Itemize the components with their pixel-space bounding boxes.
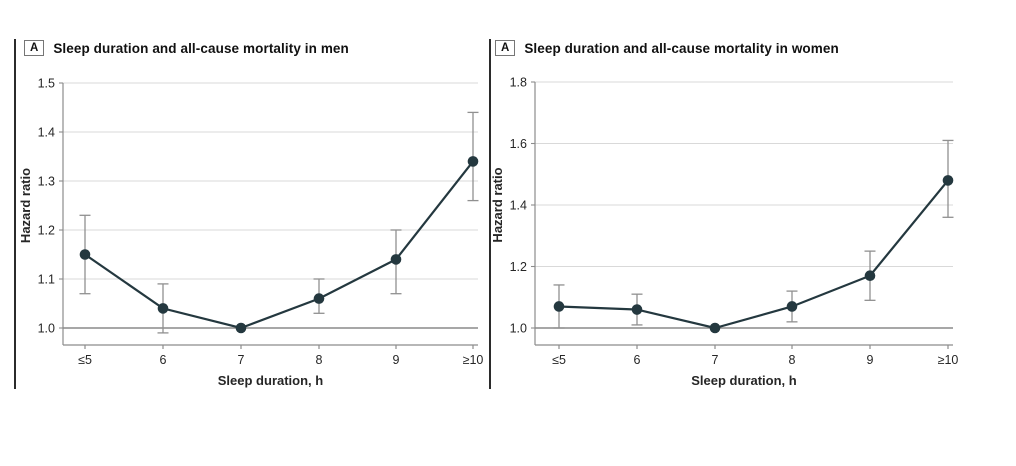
svg-text:≥10: ≥10 <box>463 353 484 367</box>
svg-text:6: 6 <box>160 353 167 367</box>
svg-text:6: 6 <box>634 353 641 367</box>
panel-label-box: A <box>24 40 45 56</box>
svg-text:1.4: 1.4 <box>38 126 55 140</box>
svg-text:8: 8 <box>789 353 796 367</box>
svg-text:8: 8 <box>316 353 323 367</box>
svg-text:1.2: 1.2 <box>510 260 527 274</box>
svg-text:1.2: 1.2 <box>38 224 55 238</box>
panel-left-rule-men <box>14 39 16 389</box>
svg-text:≤5: ≤5 <box>552 353 566 367</box>
panel-women: A Sleep duration and all-cause mortality… <box>489 38 1016 390</box>
svg-text:1.1: 1.1 <box>38 273 55 287</box>
chart-women-svg: 1.0 1.2 1.4 1.6 1.8 ≤5 6 7 8 9 ≥10 Sleep duration, … <box>490 76 959 389</box>
panel-label-box: A <box>495 40 516 56</box>
panel-men: A Sleep duration and all-cause mortality… <box>14 38 489 390</box>
panel-title-men: Sleep duration and all-cause mortality i… <box>53 40 349 56</box>
svg-text:1.4: 1.4 <box>510 199 527 213</box>
svg-text:9: 9 <box>393 353 400 367</box>
svg-text:1.6: 1.6 <box>510 137 527 151</box>
svg-text:Sleep duration, h: Sleep duration, h <box>218 373 324 388</box>
svg-text:7: 7 <box>238 353 245 367</box>
svg-text:1.8: 1.8 <box>510 76 527 90</box>
svg-text:1.0: 1.0 <box>38 322 55 336</box>
panel-header-men: A Sleep duration and all-cause mortality… <box>24 38 489 58</box>
svg-text:Hazard ratio: Hazard ratio <box>18 168 33 243</box>
svg-text:≥10: ≥10 <box>938 353 959 367</box>
svg-text:Hazard ratio: Hazard ratio <box>490 167 505 242</box>
panel-left-rule-women <box>489 39 491 389</box>
panel-title-women: Sleep duration and all-cause mortality i… <box>524 40 839 56</box>
svg-text:Sleep duration, h: Sleep duration, h <box>691 373 797 388</box>
svg-text:9: 9 <box>867 353 874 367</box>
svg-text:1.3: 1.3 <box>38 175 55 189</box>
svg-text:7: 7 <box>712 353 719 367</box>
svg-text:1.0: 1.0 <box>510 322 527 336</box>
chart-men-svg: 1.0 1.1 1.2 1.3 1.4 1.5 ≤5 6 7 8 9 ≥10 Sleep duratio… <box>18 77 484 389</box>
svg-text:≤5: ≤5 <box>78 353 92 367</box>
panel-header-women: A Sleep duration and all-cause mortality… <box>495 38 1016 58</box>
svg-text:1.5: 1.5 <box>38 77 55 91</box>
